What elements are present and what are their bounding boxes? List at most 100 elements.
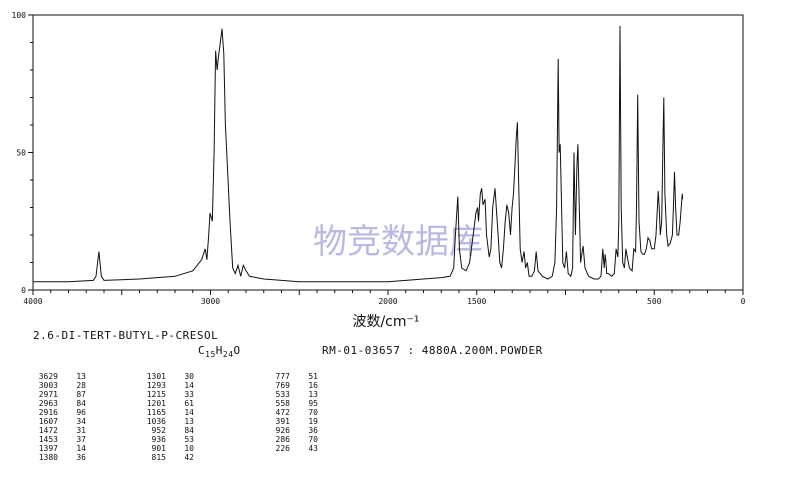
peak-intensity: 14	[184, 381, 194, 390]
x-axis: 4000 3000 2000 1500 500 0	[23, 290, 746, 306]
peak-wavenumber: 769	[275, 381, 290, 390]
peak-intensity: 87	[76, 390, 86, 399]
peak-intensity: 33	[184, 390, 194, 399]
peak-row: 2916 96	[30, 408, 86, 417]
sample-info: RM-01-03657 : 4880A.200M.POWDER	[322, 344, 543, 357]
peak-intensity: 14	[76, 444, 86, 453]
peak-row: 2963 84	[30, 399, 86, 408]
peak-intensity: 96	[76, 408, 86, 417]
x-tick-label: 0	[741, 297, 746, 306]
peak-row: 226 43	[262, 444, 318, 453]
peak-wavenumber: 815	[151, 453, 166, 462]
peak-row: 1301 30	[138, 372, 194, 381]
peak-row: 472 70	[262, 408, 318, 417]
peak-wavenumber: 936	[151, 435, 166, 444]
peak-wavenumber: 1453	[38, 435, 58, 444]
molecular-formula: C15H24O	[198, 344, 241, 359]
peak-row: 1380 36	[30, 453, 86, 462]
formula-c-count: 15	[205, 350, 216, 360]
peak-intensity: 16	[308, 381, 318, 390]
peak-row: 1397 14	[30, 444, 86, 453]
peak-row: 815 42	[138, 453, 194, 462]
formula-o: O	[233, 344, 241, 357]
peak-intensity: 51	[308, 372, 318, 381]
y-tick-label: 50	[16, 149, 26, 158]
peak-wavenumber: 1215	[146, 390, 166, 399]
ir-spectrum-chart: 物竞数据库 0 50 100 4000 3000 2000 1500 500 0 波数/cm⁻…	[12, 11, 746, 330]
peak-row: 1201 61	[138, 399, 194, 408]
peak-intensity: 10	[184, 444, 194, 453]
peak-intensity: 95	[308, 399, 318, 408]
peak-row: 533 13	[262, 390, 318, 399]
peak-column: 777 51 769 16 533 13 558 95 472 70 391 19 926 36 286 70…	[262, 372, 318, 453]
peak-wavenumber: 2971	[38, 390, 58, 399]
peak-intensity: 13	[76, 372, 86, 381]
watermark: 物竞数据库	[313, 222, 483, 262]
formula-h-count: 24	[222, 350, 234, 360]
peak-row: 391 19	[262, 417, 318, 426]
peak-intensity: 30	[184, 372, 194, 381]
peak-intensity: 36	[76, 453, 86, 462]
peak-wavenumber: 472	[275, 408, 290, 417]
peak-intensity: 14	[184, 408, 194, 417]
peak-wavenumber: 3003	[38, 381, 58, 390]
peak-intensity: 31	[76, 426, 86, 435]
x-tick-label: 1500	[467, 297, 486, 306]
peak-intensity: 13	[308, 390, 318, 399]
peak-wavenumber: 1380	[38, 453, 58, 462]
peak-wavenumber: 1607	[38, 417, 58, 426]
peak-row: 286 70	[262, 435, 318, 444]
peak-wavenumber: 777	[275, 372, 290, 381]
peak-row: 926 36	[262, 426, 318, 435]
peak-intensity: 84	[184, 426, 194, 435]
peak-row: 3003 28	[30, 381, 86, 390]
peak-intensity: 43	[308, 444, 318, 453]
peak-row: 558 95	[262, 399, 318, 408]
peak-intensity: 19	[308, 417, 318, 426]
peak-wavenumber: 1397	[38, 444, 58, 453]
peak-row: 1215 33	[138, 390, 194, 399]
y-axis: 0 50 100	[12, 11, 33, 295]
peak-row: 1453 37	[30, 435, 86, 444]
peak-row: 769 16	[262, 381, 318, 390]
peak-intensity: 84	[76, 399, 86, 408]
peak-wavenumber: 1165	[146, 408, 166, 417]
x-tick-label: 4000	[23, 297, 42, 306]
peak-wavenumber: 226	[275, 444, 290, 453]
peak-wavenumber: 3629	[38, 372, 58, 381]
peak-wavenumber: 1293	[146, 381, 166, 390]
peak-wavenumber: 1201	[146, 399, 166, 408]
peak-intensity: 42	[184, 453, 194, 462]
peak-wavenumber: 1036	[146, 417, 166, 426]
peak-wavenumber: 558	[275, 399, 290, 408]
compound-name: 2.6-DI-TERT-BUTYL-P-CRESOL	[33, 329, 219, 342]
peak-intensity: 13	[184, 417, 194, 426]
peak-wavenumber: 1472	[38, 426, 58, 435]
peak-row: 1036 13	[138, 417, 194, 426]
peak-row: 1472 31	[30, 426, 86, 435]
formula-c: C	[198, 344, 206, 357]
peak-wavenumber: 391	[275, 417, 290, 426]
formula-h: H	[215, 344, 223, 357]
peak-wavenumber: 533	[275, 390, 290, 399]
x-tick-label: 2000	[378, 297, 397, 306]
peak-wavenumber: 901	[151, 444, 166, 453]
peak-intensity: 61	[184, 399, 194, 408]
peak-row: 952 84	[138, 426, 194, 435]
peak-row: 777 51	[262, 372, 318, 381]
x-tick-label: 500	[647, 297, 662, 306]
peak-column: 1301 30 1293 14 1215 33 1201 61 1165 14 1036 13 952 8…	[138, 372, 194, 462]
spectrum-line	[33, 25, 684, 283]
peak-intensity: 53	[184, 435, 194, 444]
peak-intensity: 36	[308, 426, 318, 435]
peak-wavenumber: 2916	[38, 408, 58, 417]
peak-intensity: 37	[76, 435, 86, 444]
y-tick-label: 100	[12, 11, 27, 20]
x-axis-label: 波数/cm⁻¹	[352, 314, 419, 330]
peak-wavenumber: 926	[275, 426, 290, 435]
peak-row: 936 53	[138, 435, 194, 444]
peak-row: 1293 14	[138, 381, 194, 390]
peak-wavenumber: 286	[275, 435, 290, 444]
peak-row: 1607 34	[30, 417, 86, 426]
peak-intensity: 34	[76, 417, 86, 426]
